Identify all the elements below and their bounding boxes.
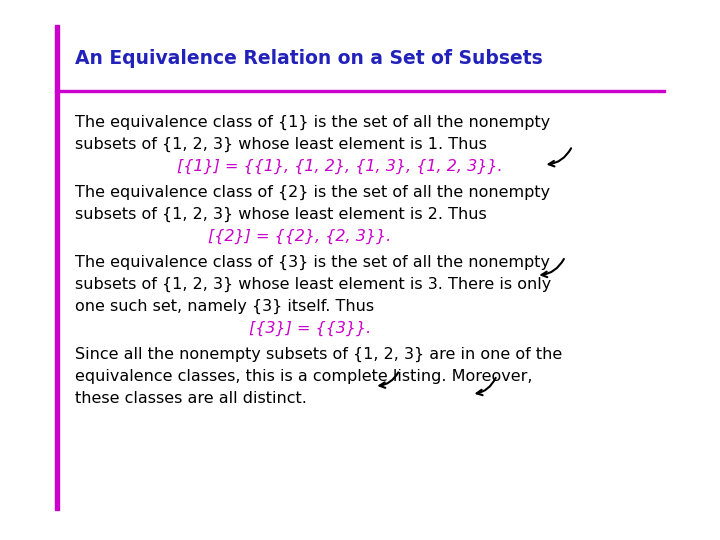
Text: subsets of {1, 2, 3} whose least element is 2. Thus: subsets of {1, 2, 3} whose least element…	[75, 207, 487, 222]
Text: subsets of {1, 2, 3} whose least element is 3. There is only: subsets of {1, 2, 3} whose least element…	[75, 277, 552, 292]
Text: subsets of {1, 2, 3} whose least element is 1. Thus: subsets of {1, 2, 3} whose least element…	[75, 137, 487, 152]
Text: [{3}] = {{3}}.: [{3}] = {{3}}.	[249, 321, 371, 336]
Text: equivalence classes, this is a complete listing. Moreover,: equivalence classes, this is a complete …	[75, 369, 533, 384]
Text: The equivalence class of {2} is the set of all the nonempty: The equivalence class of {2} is the set …	[75, 185, 550, 200]
Text: these classes are all distinct.: these classes are all distinct.	[75, 391, 307, 406]
Text: [{2}] = {{2}, {2, 3}}.: [{2}] = {{2}, {2, 3}}.	[208, 229, 392, 244]
Text: one such set, namely {3} itself. Thus: one such set, namely {3} itself. Thus	[75, 299, 374, 314]
Text: Since all the nonempty subsets of {1, 2, 3} are in one of the: Since all the nonempty subsets of {1, 2,…	[75, 347, 562, 362]
Text: The equivalence class of {1} is the set of all the nonempty: The equivalence class of {1} is the set …	[75, 115, 550, 130]
Text: [{1}] = {{1}, {1, 2}, {1, 3}, {1, 2, 3}}.: [{1}] = {{1}, {1, 2}, {1, 3}, {1, 2, 3}}…	[177, 159, 503, 174]
Text: An Equivalence Relation on a Set of Subsets: An Equivalence Relation on a Set of Subs…	[75, 49, 543, 68]
Text: The equivalence class of {3} is the set of all the nonempty: The equivalence class of {3} is the set …	[75, 255, 550, 270]
